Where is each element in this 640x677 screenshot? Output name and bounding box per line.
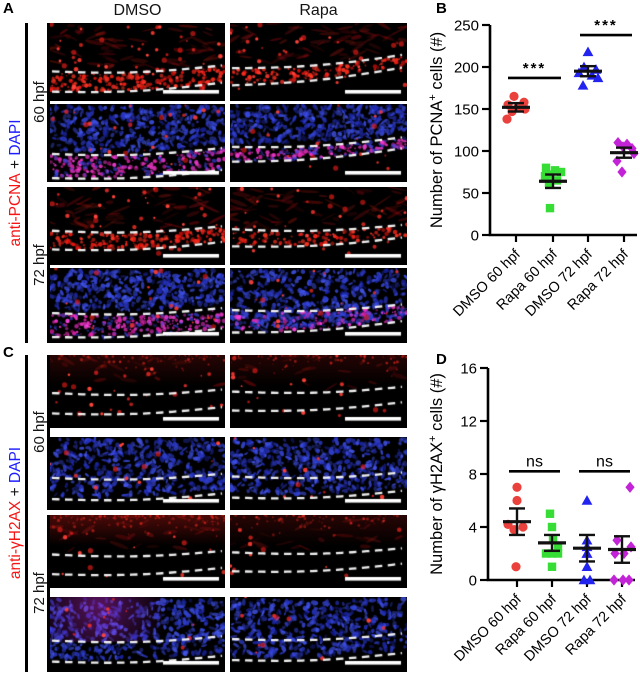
y-tick-label: 0 <box>471 228 479 245</box>
micrograph-c-60hpf-merge-dmso <box>50 437 225 510</box>
y-tick-label: 150 <box>454 102 479 119</box>
y-tick-label: 0 <box>469 573 477 590</box>
significance-label: ns <box>526 453 543 470</box>
data-point <box>541 549 551 558</box>
significance-label: ns <box>596 453 613 470</box>
data-point <box>540 172 550 181</box>
antibody-label-pcna-dapi: anti-PCNA + DAPI <box>5 18 27 348</box>
data-point <box>502 114 512 124</box>
micrograph-c-60hpf-merge-rapa <box>230 437 407 510</box>
stain-name: anti-γH2AX <box>7 500 24 580</box>
data-point <box>625 481 635 493</box>
panel-d-label: D <box>436 351 447 368</box>
y-tick-label: 12 <box>460 414 477 431</box>
micrograph-a-72hpf-pcna-rapa <box>230 187 407 265</box>
y-tick-label: 100 <box>454 144 479 161</box>
micrograph-a-72hpf-merge-dmso <box>50 268 225 343</box>
data-point <box>577 80 589 90</box>
panel-c-label: C <box>3 344 14 361</box>
micrograph-a-60hpf-pcna-rapa <box>230 23 407 101</box>
counterstain-name: DAPI <box>7 446 24 484</box>
counterstain-name: DAPI <box>7 119 24 156</box>
micrograph-c-72hpf-yh2ax-rapa <box>230 515 407 588</box>
column-header-rapa: Rapa <box>299 2 338 19</box>
data-point <box>582 46 594 57</box>
bracket-c-60hpf <box>47 355 50 510</box>
data-point <box>609 574 619 586</box>
panel-b-label: B <box>436 0 447 17</box>
data-point <box>618 574 628 586</box>
chart-pcna-counts: 0 50 100 150 200 250 Number of PCNA+ cells (#)… <box>427 17 639 320</box>
data-point <box>509 91 519 101</box>
bracket-c-72hpf <box>47 515 50 672</box>
row-label-a-72hpf: 72 hpf <box>30 244 48 286</box>
data-point <box>545 203 555 213</box>
data-point <box>541 163 551 172</box>
data-point <box>581 495 593 505</box>
antibody-label-yh2ax-dapi: anti-γH2AX + DAPI <box>5 348 27 677</box>
data-point <box>547 562 557 571</box>
data-point <box>547 522 557 532</box>
data-point <box>518 522 528 532</box>
micrograph-a-60hpf-merge-rapa <box>230 104 407 182</box>
row-label-c-72hpf: 72 hpf <box>30 572 48 614</box>
significance-label: *** <box>594 17 618 34</box>
data-point <box>592 72 604 83</box>
stain-name: anti-PCNA <box>7 173 24 247</box>
data-point <box>512 495 522 506</box>
data-point <box>545 509 555 518</box>
y-tick-label: 200 <box>454 60 479 77</box>
micrograph-c-72hpf-merge-rapa <box>230 597 407 672</box>
y-tick-label: 8 <box>469 467 477 484</box>
data-point <box>544 178 554 188</box>
plus-sign: + <box>7 483 24 501</box>
data-point <box>584 574 596 585</box>
data-point <box>624 574 634 586</box>
y-tick-label: 50 <box>462 186 479 203</box>
data-point <box>512 482 522 492</box>
panel-c-bracket <box>25 355 28 672</box>
data-point <box>556 167 566 177</box>
micrograph-c-60hpf-yh2ax-dmso <box>50 355 225 428</box>
micrograph-c-72hpf-yh2ax-dmso <box>50 515 225 588</box>
row-label-a-60hpf: 60 hpf <box>30 81 48 123</box>
micrograph-a-72hpf-pcna-dmso <box>50 187 225 265</box>
data-point <box>617 166 627 178</box>
micrograph-a-60hpf-merge-dmso <box>50 104 225 182</box>
y-axis-title: Number of γH2AX+ cells (#) <box>427 373 446 575</box>
significance-label: *** <box>523 60 547 77</box>
micrograph-c-72hpf-merge-dmso <box>50 597 225 672</box>
y-tick-label: 16 <box>460 361 477 378</box>
data-point <box>553 549 563 558</box>
data-point <box>511 562 521 572</box>
data-point <box>547 549 557 558</box>
micrograph-c-60hpf-yh2ax-rapa <box>230 355 407 428</box>
bracket-a-60hpf <box>47 23 50 182</box>
micrograph-a-60hpf-pcna-dmso <box>50 23 225 101</box>
y-tick-label: 4 <box>469 520 477 537</box>
column-header-dmso: DMSO <box>113 2 162 19</box>
bracket-a-72hpf <box>47 187 50 343</box>
plus-sign: + <box>7 155 24 174</box>
micrograph-a-72hpf-merge-rapa <box>230 268 407 343</box>
row-label-c-60hpf: 60 hpf <box>30 411 48 453</box>
data-point <box>553 542 563 552</box>
panel-a-bracket <box>25 23 28 343</box>
panel-a-label: A <box>3 0 14 17</box>
y-axis-title: Number of PCNA+ cells (#) <box>427 32 446 228</box>
data-point <box>581 561 593 571</box>
y-tick-label: 250 <box>454 18 479 35</box>
data-point <box>550 166 560 175</box>
